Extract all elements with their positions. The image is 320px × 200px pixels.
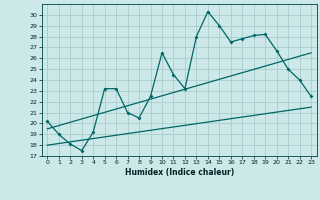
- X-axis label: Humidex (Indice chaleur): Humidex (Indice chaleur): [124, 168, 234, 177]
